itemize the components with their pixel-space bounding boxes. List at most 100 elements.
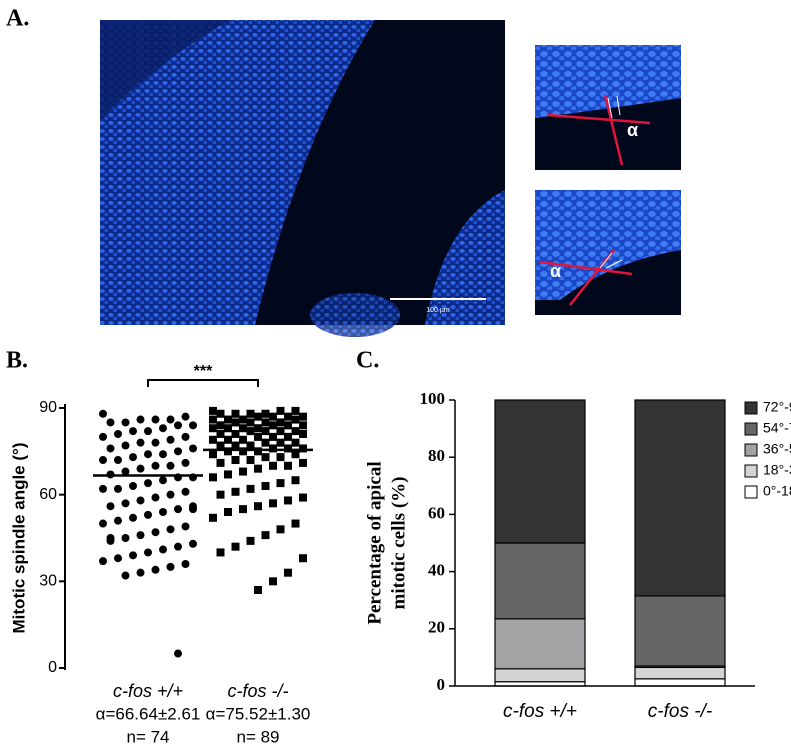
legend-swatch — [744, 485, 758, 499]
data-point — [166, 525, 175, 534]
data-point — [159, 424, 167, 433]
data-point — [291, 450, 300, 459]
data-point — [254, 586, 262, 594]
bar-segment — [634, 678, 726, 687]
data-point — [181, 432, 190, 441]
data-point — [231, 409, 240, 418]
data-point — [151, 493, 160, 502]
y-tick-label: 100 — [420, 389, 446, 408]
y-axis-label: mitotic cells (%) — [388, 477, 409, 610]
data-point — [224, 415, 232, 424]
data-point — [299, 554, 307, 563]
data-point — [209, 450, 217, 459]
significance-label: *** — [194, 363, 213, 380]
data-point — [261, 482, 270, 490]
data-point — [129, 482, 137, 490]
data-point — [189, 505, 197, 514]
data-point — [224, 435, 232, 444]
data-point — [224, 508, 232, 516]
category-annotation: n= 74 — [126, 727, 169, 746]
angle-symbol: α — [550, 261, 561, 281]
data-point — [246, 427, 255, 436]
data-point — [276, 525, 285, 534]
data-point — [276, 479, 285, 488]
data-point — [291, 438, 300, 447]
data-point — [254, 447, 262, 456]
data-point — [254, 432, 262, 441]
bar-segment — [494, 668, 586, 683]
data-point — [144, 479, 152, 488]
data-point — [291, 519, 300, 528]
data-point — [254, 412, 262, 421]
data-point — [246, 441, 255, 450]
data-point — [106, 444, 115, 453]
data-point — [151, 461, 160, 470]
data-point — [246, 418, 255, 427]
data-point — [121, 571, 130, 580]
data-point — [239, 415, 247, 424]
legend-label: 72°-90° — [763, 399, 791, 415]
data-point — [114, 430, 122, 438]
data-point — [284, 568, 292, 577]
data-point — [174, 421, 182, 430]
panel-label: C. — [356, 348, 379, 374]
y-tick-label: 0 — [437, 675, 446, 694]
y-tick-label: 60 — [428, 503, 445, 522]
data-point — [246, 484, 255, 493]
data-point — [269, 461, 277, 470]
legend-swatch — [744, 401, 758, 415]
data-point — [209, 513, 217, 522]
category-annotation: α=75.52±1.30 — [206, 704, 311, 723]
data-point — [231, 430, 240, 438]
data-point — [291, 427, 300, 436]
data-point — [284, 421, 292, 430]
data-point — [136, 464, 145, 473]
data-point — [216, 458, 225, 467]
data-point — [291, 406, 300, 415]
data-point — [299, 444, 307, 453]
legend-label: 54°-72° — [763, 420, 791, 436]
data-point — [239, 467, 247, 476]
data-point — [231, 456, 240, 464]
data-point — [254, 424, 262, 433]
y-tick-label: 40 — [428, 561, 445, 580]
data-point — [261, 453, 270, 462]
data-point — [166, 435, 175, 444]
data-point — [284, 461, 292, 470]
data-point — [276, 427, 285, 436]
data-point — [181, 560, 190, 568]
data-point — [181, 487, 190, 496]
inset: α — [535, 190, 681, 315]
data-point — [129, 513, 137, 522]
data-point — [174, 542, 182, 551]
data-point — [144, 450, 152, 459]
data-point — [276, 406, 285, 415]
bar-segment — [494, 399, 586, 544]
data-point — [254, 464, 262, 473]
data-point — [276, 453, 285, 462]
data-point — [159, 476, 167, 485]
data-point — [99, 519, 107, 528]
data-point — [144, 548, 152, 557]
data-point — [246, 536, 255, 545]
data-point — [269, 577, 277, 586]
data-point — [121, 534, 130, 542]
data-point — [166, 461, 175, 470]
data-point — [231, 418, 240, 427]
angle-symbol: α — [627, 120, 638, 140]
data-point — [269, 432, 277, 441]
data-point — [121, 441, 130, 450]
data-point — [291, 415, 300, 424]
panel-label: B. — [6, 348, 28, 374]
data-point — [209, 424, 217, 433]
data-point — [189, 539, 197, 548]
y-tick-label: 0 — [48, 659, 57, 676]
category-annotation: n= 89 — [236, 727, 279, 746]
legend-swatch — [744, 464, 758, 478]
data-point — [216, 548, 225, 557]
data-point — [159, 545, 167, 554]
data-point — [239, 435, 247, 444]
y-tick-label: 90 — [39, 399, 57, 416]
data-point — [246, 409, 255, 418]
data-point — [224, 424, 232, 433]
